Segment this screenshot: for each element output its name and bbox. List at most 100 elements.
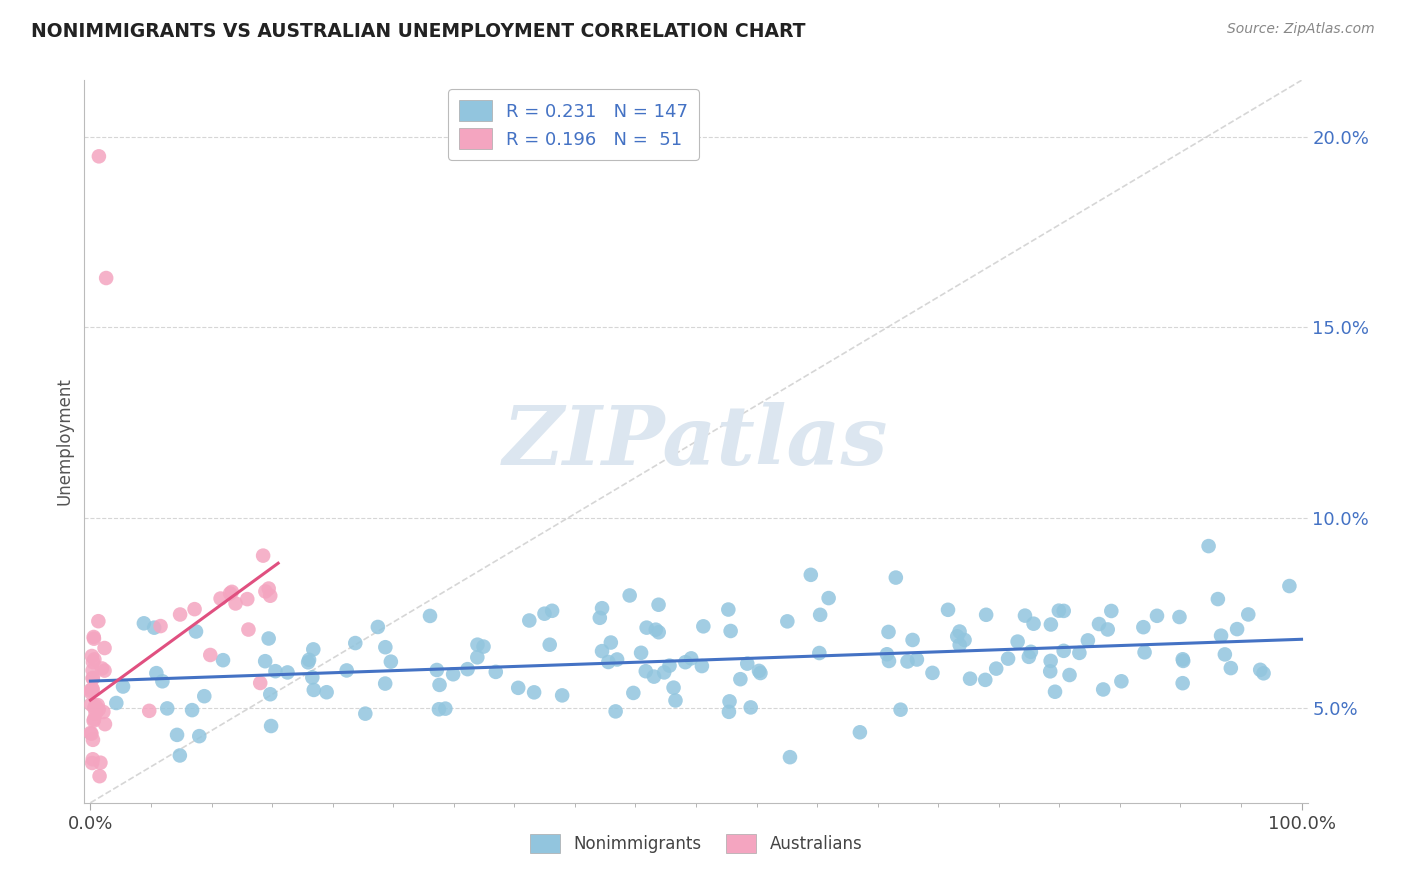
Point	[93, 705, 115, 719]
Point	[367, 620, 389, 634]
Point	[598, 655, 620, 669]
Point	[849, 725, 872, 739]
Point	[87, 149, 110, 163]
Point	[1278, 579, 1301, 593]
Point	[538, 638, 561, 652]
Point	[517, 614, 540, 628]
Point	[105, 696, 128, 710]
Point	[302, 642, 325, 657]
Point	[974, 607, 997, 622]
Point	[877, 624, 900, 639]
Point	[82, 671, 104, 685]
Point	[876, 647, 898, 661]
Point	[87, 614, 110, 628]
Point	[1206, 592, 1229, 607]
Point	[221, 585, 243, 599]
Point	[1132, 620, 1154, 634]
Point	[630, 646, 652, 660]
Point	[472, 640, 495, 654]
Point	[83, 632, 105, 646]
Point	[591, 601, 613, 615]
Point	[188, 729, 211, 743]
Point	[169, 748, 191, 763]
Point	[184, 624, 207, 639]
Point	[1043, 684, 1066, 698]
Point	[87, 702, 110, 716]
Text: Source: ZipAtlas.com: Source: ZipAtlas.com	[1227, 22, 1375, 37]
Point	[901, 632, 924, 647]
Point	[808, 646, 831, 660]
Point	[541, 604, 564, 618]
Point	[302, 682, 325, 697]
Point	[817, 591, 839, 606]
Point	[621, 686, 644, 700]
Point	[259, 687, 281, 701]
Point	[209, 591, 232, 606]
Point	[465, 650, 488, 665]
Point	[1088, 617, 1111, 632]
Point	[82, 682, 104, 697]
Point	[374, 640, 396, 655]
Point	[254, 654, 277, 668]
Point	[1014, 608, 1036, 623]
Point	[183, 602, 205, 616]
Point	[298, 653, 321, 667]
Point	[1053, 604, 1076, 618]
Point	[1019, 645, 1042, 659]
Point	[112, 680, 135, 694]
Point	[1198, 539, 1220, 553]
Point	[79, 683, 101, 698]
Point	[257, 632, 280, 646]
Point	[692, 619, 714, 633]
Point	[1226, 622, 1249, 636]
Point	[441, 667, 464, 681]
Point	[1146, 608, 1168, 623]
Point	[426, 663, 449, 677]
Point	[132, 616, 155, 631]
Point	[1237, 607, 1260, 622]
Point	[83, 701, 105, 715]
Point	[91, 661, 114, 675]
Point	[89, 769, 111, 783]
Point	[800, 567, 823, 582]
Point	[717, 705, 740, 719]
Point	[80, 727, 103, 741]
Point	[905, 652, 928, 666]
Point	[884, 571, 907, 585]
Point	[589, 611, 612, 625]
Point	[591, 644, 613, 658]
Point	[636, 621, 658, 635]
Point	[808, 607, 831, 622]
Point	[1253, 666, 1275, 681]
Point	[921, 665, 943, 680]
Point	[344, 636, 367, 650]
Point	[690, 659, 713, 673]
Point	[87, 698, 110, 712]
Point	[877, 654, 900, 668]
Point	[896, 655, 918, 669]
Point	[662, 681, 685, 695]
Point	[673, 655, 696, 669]
Legend: Nonimmigrants, Australians: Nonimmigrants, Australians	[523, 827, 869, 860]
Point	[953, 632, 976, 647]
Point	[1097, 623, 1119, 637]
Point	[419, 609, 441, 624]
Point	[80, 698, 103, 712]
Point	[1249, 663, 1271, 677]
Point	[249, 676, 271, 690]
Point	[457, 662, 479, 676]
Point	[605, 705, 627, 719]
Y-axis label: Unemployment: Unemployment	[55, 377, 73, 506]
Point	[354, 706, 377, 721]
Point	[84, 698, 107, 713]
Point	[779, 750, 801, 764]
Point	[181, 703, 204, 717]
Point	[948, 624, 970, 639]
Point	[254, 584, 277, 599]
Point	[890, 703, 912, 717]
Point	[83, 652, 105, 666]
Point	[664, 693, 686, 707]
Point	[82, 752, 104, 766]
Point	[1168, 610, 1191, 624]
Point	[523, 685, 546, 699]
